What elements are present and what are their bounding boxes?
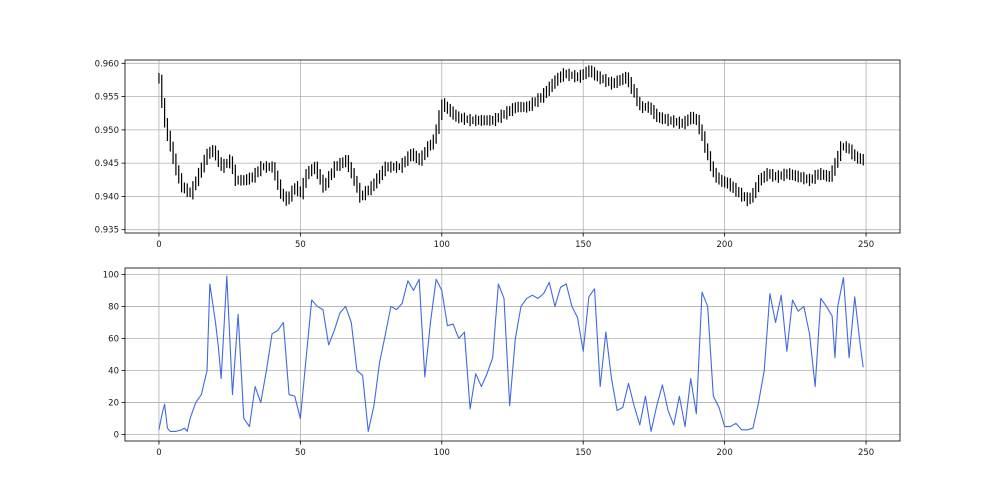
oscillator-x-tick-label: 250: [858, 448, 874, 458]
price-axes-frame: [124, 59, 901, 234]
oscillator-y-tick-label: 60: [108, 334, 119, 344]
price-candles: [158, 65, 864, 207]
price-x-tick-label: 0: [156, 240, 161, 250]
price-y-ticks: 0.935 0.940 0.945 0.950 0.955 0.960: [95, 59, 125, 236]
price-x-ticks: 0 50 100 150 200 250: [156, 233, 874, 250]
oscillator-panel: 0 50 100 150 200 250 0 20 40 60 80 100: [103, 267, 901, 458]
price-y-tick-label: 0.950: [95, 126, 119, 136]
price-x-tick-label: 200: [717, 240, 733, 250]
price-x-tick-label: 150: [575, 240, 591, 250]
price-y-tick-label: 0.945: [95, 159, 119, 169]
price-panel: 0 50 100 150 200 250 0.935 0.940 0.945 0.950 0.95…: [95, 59, 901, 250]
oscillator-x-tick-label: 150: [575, 448, 591, 458]
price-x-tick-label: 100: [434, 240, 450, 250]
oscillator-y-tick-label: 0: [114, 431, 119, 441]
price-x-tick-label: 50: [295, 240, 306, 250]
oscillator-line: [158, 275, 864, 432]
price-y-tick-label: 0.955: [95, 93, 119, 103]
oscillator-axes-frame: [124, 267, 901, 442]
oscillator-x-ticks: 0 50 100 150 200 250: [156, 441, 874, 458]
oscillator-x-tick-label: 200: [717, 448, 733, 458]
oscillator-line-layer: [158, 275, 864, 432]
oscillator-x-tick-label: 50: [295, 448, 306, 458]
oscillator-x-tick-label: 0: [156, 448, 161, 458]
price-y-tick-label: 0.935: [95, 226, 119, 236]
oscillator-y-tick-label: 100: [103, 270, 119, 280]
oscillator-y-tick-label: 20: [108, 399, 119, 409]
price-y-tick-label: 0.960: [95, 59, 119, 69]
oscillator-x-tick-label: 100: [434, 448, 450, 458]
price-y-tick-label: 0.940: [95, 192, 119, 202]
oscillator-y-tick-label: 80: [108, 302, 119, 312]
price-grid: [125, 60, 900, 233]
price-x-tick-label: 250: [858, 240, 874, 250]
oscillator-y-ticks: 0 20 40 60 80 100: [103, 270, 125, 441]
oscillator-y-tick-label: 40: [108, 367, 119, 377]
